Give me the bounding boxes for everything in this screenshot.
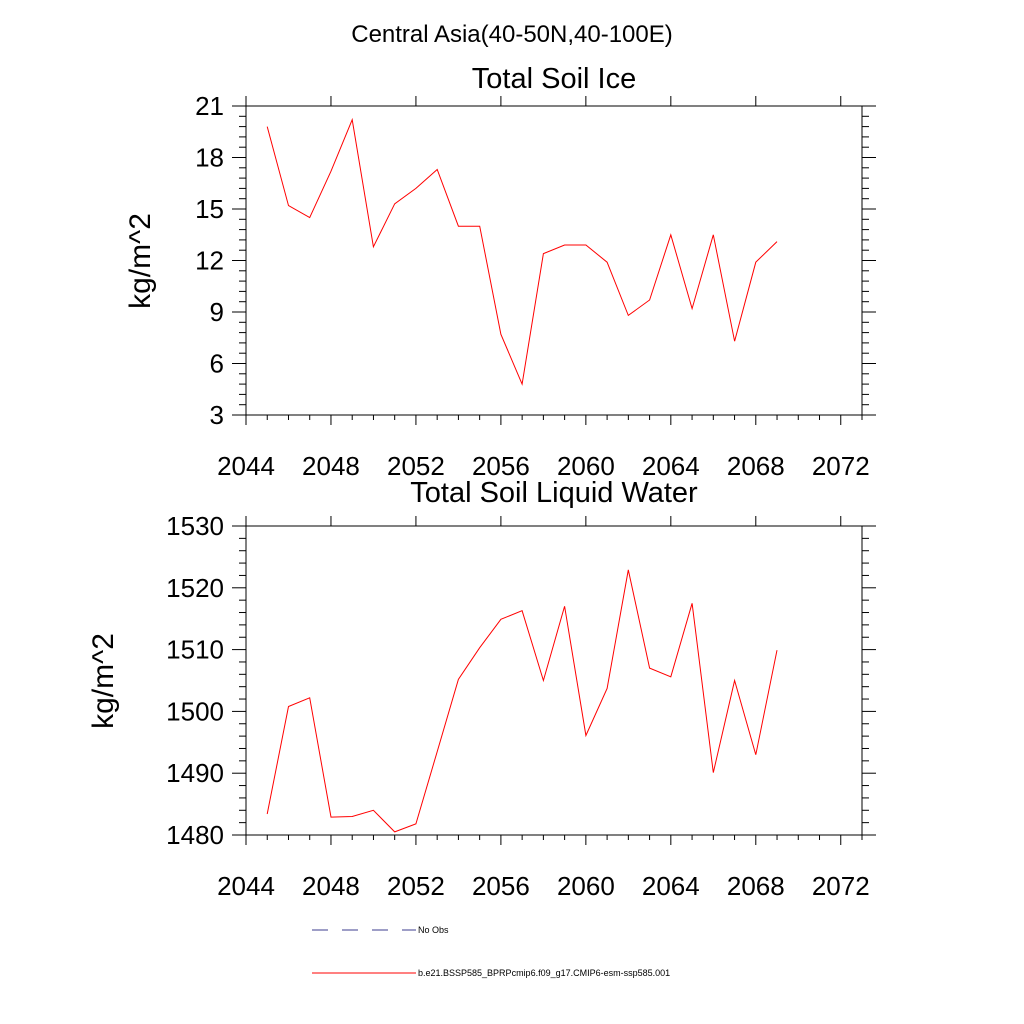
x-tick-label-soil-ice: 2064: [642, 451, 700, 481]
x-tick-label-soil-ice: 2060: [557, 451, 615, 481]
x-tick-label-soil-ice: 2072: [812, 451, 870, 481]
series-line-soil-ice: [266, 117, 778, 386]
legend-label-no-obs: No Obs: [418, 925, 449, 935]
x-tick-label-soil-liquid-water: 2052: [387, 871, 445, 901]
y-tick-label-soil-ice: 12: [195, 246, 224, 276]
chart-title-soil-liquid-water: Total Soil Liquid Water: [410, 477, 698, 509]
x-tick-label-soil-ice: 2044: [217, 451, 275, 481]
x-tick-label-soil-liquid-water: 2048: [302, 871, 360, 901]
y-tick-label-soil-liquid-water: 1480: [166, 820, 224, 850]
x-tick-label-soil-ice: 2048: [302, 451, 360, 481]
axes-soil-liquid-water: 2044 2048 2052 2056 2060 2064 2068 2072 1480 1490…: [166, 511, 876, 901]
y-tick-label-soil-liquid-water: 1490: [166, 758, 224, 788]
y-tick-label-soil-ice: 21: [195, 91, 224, 121]
y-tick-label-soil-ice: 18: [195, 143, 224, 173]
x-tick-label-soil-liquid-water: 2064: [642, 871, 700, 901]
legend: No Obs b.e21.BSSP585_BPRPcmip6.f09_g17.C…: [312, 925, 670, 978]
x-tick-label-soil-liquid-water: 2060: [557, 871, 615, 901]
x-tick-label-soil-liquid-water: 2072: [812, 871, 870, 901]
chart-title-soil-ice: Total Soil Ice: [472, 63, 636, 95]
axes-soil-ice: 2044 2048 2052 2056 2060 2064 2068 2072 3 6 9 12 15 1…: [195, 91, 876, 481]
y-tick-label-soil-liquid-water: 1510: [166, 635, 224, 665]
x-tick-label-soil-ice: 2052: [387, 451, 445, 481]
y-axis-label-soil-liquid-water: kg/m^2: [87, 633, 120, 729]
series-line-soil-liquid-water: [266, 569, 778, 833]
x-tick-label-soil-ice: 2056: [472, 451, 530, 481]
y-tick-label-soil-ice: 3: [210, 400, 224, 430]
figure-title: Central Asia(40-50N,40-100E): [351, 21, 673, 48]
x-tick-label-soil-ice: 2068: [727, 451, 785, 481]
x-tick-label-soil-liquid-water: 2056: [472, 871, 530, 901]
y-tick-label-soil-ice: 6: [210, 349, 224, 379]
y-tick-label-soil-liquid-water: 1500: [166, 696, 224, 726]
y-tick-label-soil-ice: 9: [210, 297, 224, 327]
plot-frame-soil-liquid-water: [245, 525, 863, 836]
chart-panel-soil-ice: Total Soil Ice kg/m^2 2044 2048 2052 2056 20…: [124, 63, 876, 481]
y-tick-label-soil-liquid-water: 1520: [166, 573, 224, 603]
chart-panel-soil-liquid-water: Total Soil Liquid Water kg/m^2 2044 2048 2…: [87, 477, 876, 901]
y-tick-label-soil-liquid-water: 1530: [166, 511, 224, 541]
x-tick-label-soil-liquid-water: 2044: [217, 871, 275, 901]
legend-label-model: b.e21.BSSP585_BPRPcmip6.f09_g17.CMIP6-es…: [418, 968, 670, 978]
x-tick-label-soil-liquid-water: 2068: [727, 871, 785, 901]
y-axis-label-soil-ice: kg/m^2: [124, 213, 157, 309]
y-tick-label-soil-ice: 15: [195, 194, 224, 224]
